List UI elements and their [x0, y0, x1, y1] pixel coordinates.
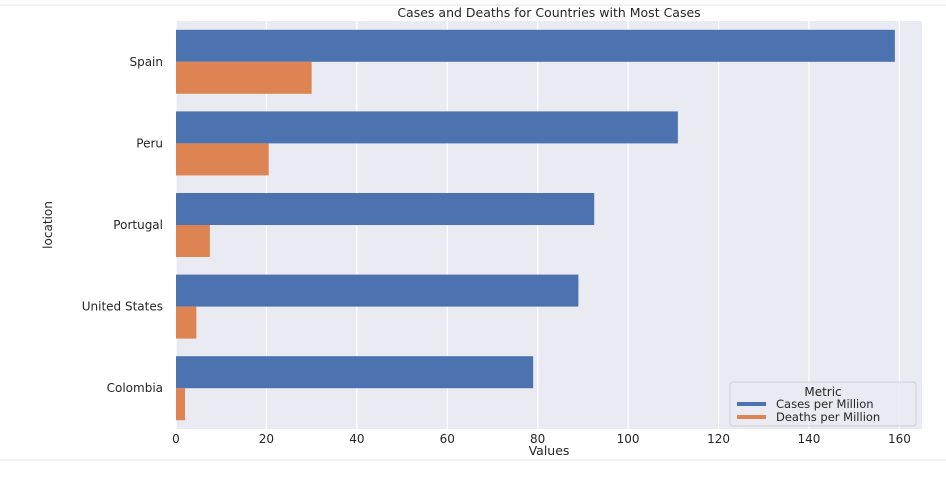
- x-tick-label: 60: [440, 432, 455, 446]
- legend: Metric Cases per Million Deaths per Mill…: [729, 381, 917, 427]
- bar-deaths: [176, 143, 269, 176]
- x-tick-label: 140: [798, 432, 821, 446]
- x-tick-label: 80: [530, 432, 545, 446]
- chart-title: Cases and Deaths for Countries with Most…: [397, 5, 700, 20]
- bar-cases: [176, 111, 678, 144]
- bar-deaths: [176, 61, 312, 94]
- x-tick-label: 120: [707, 432, 730, 446]
- x-tick-label: 0: [172, 432, 180, 446]
- x-tick-labels: 0 20 40 60 80 100 120 140 160: [172, 432, 911, 446]
- bars-layer: [176, 29, 895, 421]
- legend-label-deaths: Deaths per Million: [776, 410, 880, 424]
- x-axis-label: Values: [529, 443, 570, 458]
- x-tick-label: 40: [349, 432, 364, 446]
- legend-title: Metric: [804, 385, 841, 399]
- bar-deaths: [176, 306, 197, 339]
- legend-box: [729, 381, 917, 427]
- legend-swatch-deaths: [737, 415, 766, 419]
- y-tick-label: Spain: [129, 55, 163, 69]
- bar-deaths: [176, 388, 186, 421]
- y-tick-label: Peru: [136, 136, 163, 150]
- x-tick-label: 100: [617, 432, 640, 446]
- bar-cases: [176, 29, 895, 62]
- bar-cases: [176, 356, 534, 389]
- x-tick-label: 20: [259, 432, 274, 446]
- y-tick-label: Portugal: [113, 218, 163, 232]
- bar-cases: [176, 193, 595, 225]
- y-tick-label: Colombia: [107, 381, 163, 395]
- legend-swatch-cases: [737, 402, 766, 406]
- y-axis-label: location: [41, 201, 55, 249]
- x-tick-label: 160: [888, 432, 911, 446]
- legend-label-cases: Cases per Million: [776, 397, 874, 411]
- bar-cases: [176, 274, 579, 307]
- y-tick-label: United States: [82, 300, 163, 314]
- bar-deaths: [176, 225, 210, 257]
- y-tick-labels: Spain Peru Portugal United States Colombia: [82, 55, 163, 395]
